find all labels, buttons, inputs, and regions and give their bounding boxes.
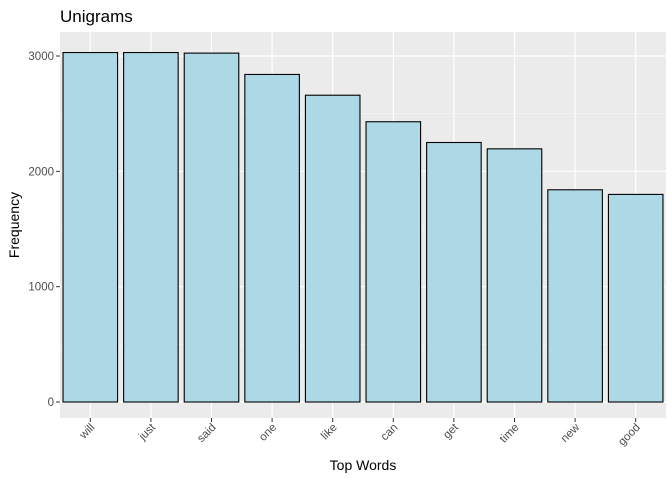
y-tick-label: 3000 (28, 51, 54, 63)
bar-new (547, 189, 603, 403)
bar-time (486, 148, 543, 403)
bars (62, 51, 664, 403)
bar-can (365, 121, 422, 403)
x-tick-label: like (319, 422, 340, 443)
x-axis: will just said one like can get time new good (77, 418, 643, 448)
chart-title: Unigrams (60, 7, 133, 26)
x-tick-label: said (195, 422, 218, 445)
bar-just (123, 51, 179, 403)
x-tick-label: one (257, 422, 279, 444)
bar-will (62, 51, 119, 403)
bar-like (304, 94, 361, 403)
x-axis-title: Top Words (330, 457, 397, 473)
x-tick-label: good (616, 422, 643, 449)
x-tick-label: get (441, 421, 461, 441)
bar-said (183, 52, 240, 403)
bar-get (426, 141, 482, 403)
y-axis: 0 1000 2000 3000 (28, 51, 60, 409)
x-tick-label: just (136, 421, 158, 443)
bar-good (607, 193, 664, 403)
y-tick-label: 1000 (28, 282, 54, 294)
x-tick-label: new (559, 421, 583, 445)
x-tick-label: will (77, 422, 97, 442)
y-axis-title: Frequency (6, 192, 22, 258)
y-tick-label: 0 (48, 397, 54, 409)
bar-one (244, 73, 300, 403)
x-tick-label: time (498, 422, 522, 446)
y-tick-label: 2000 (28, 166, 54, 178)
x-tick-label: can (379, 422, 401, 444)
